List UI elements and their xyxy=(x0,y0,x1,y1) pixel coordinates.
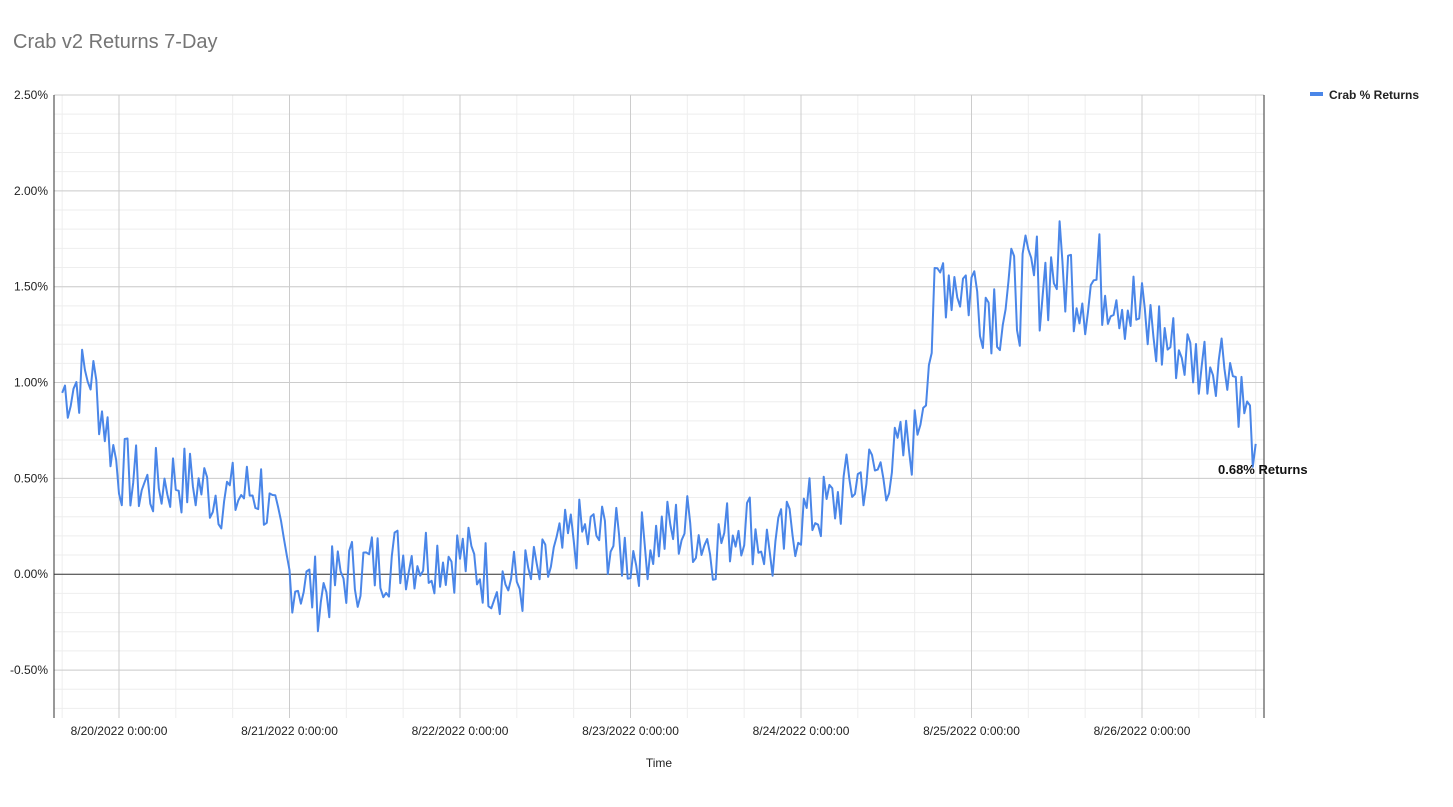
x-tick-labels: 8/20/2022 0:00:00 8/21/2022 0:00:00 8/22/2… xyxy=(71,724,1191,738)
x-tick-label: 8/26/2022 0:00:00 xyxy=(1094,724,1191,738)
chart-axes xyxy=(53,95,1265,718)
major-gridlines xyxy=(54,94,1264,718)
annotation-group: 0.68% Returns xyxy=(1218,462,1308,477)
x-tick-label: 8/20/2022 0:00:00 xyxy=(71,724,168,738)
chart-title: Crab v2 Returns 7-Day xyxy=(13,31,218,53)
x-tick-label: 8/25/2022 0:00:00 xyxy=(923,724,1020,738)
y-tick-label: -0.50% xyxy=(10,663,48,677)
series-line-crab-returns xyxy=(61,220,1257,633)
y-tick-label: 1.00% xyxy=(14,376,48,390)
series-group xyxy=(61,220,1257,633)
x-tick-label: 8/24/2022 0:00:00 xyxy=(753,724,850,738)
legend: Crab % Returns xyxy=(1310,88,1419,102)
annotation-label: 0.68% Returns xyxy=(1218,462,1308,477)
legend-swatch xyxy=(1310,92,1323,96)
y-tick-label: 2.50% xyxy=(14,88,48,102)
x-axis-title: Time xyxy=(646,756,673,770)
y-tick-label: 1.50% xyxy=(14,280,48,294)
y-tick-label: 0.50% xyxy=(14,471,48,485)
y-tick-label: 2.00% xyxy=(14,184,48,198)
x-tick-label: 8/21/2022 0:00:00 xyxy=(241,724,338,738)
y-tick-labels: 2.50% 2.00% 1.50% 1.00% 0.50% 0.00% -0.50% xyxy=(10,88,48,677)
x-tick-label: 8/23/2022 0:00:00 xyxy=(582,724,679,738)
x-tick-label: 8/22/2022 0:00:00 xyxy=(412,724,509,738)
legend-label: Crab % Returns xyxy=(1329,88,1419,102)
minor-gridlines xyxy=(54,94,1264,718)
y-tick-label: 0.00% xyxy=(14,567,48,581)
